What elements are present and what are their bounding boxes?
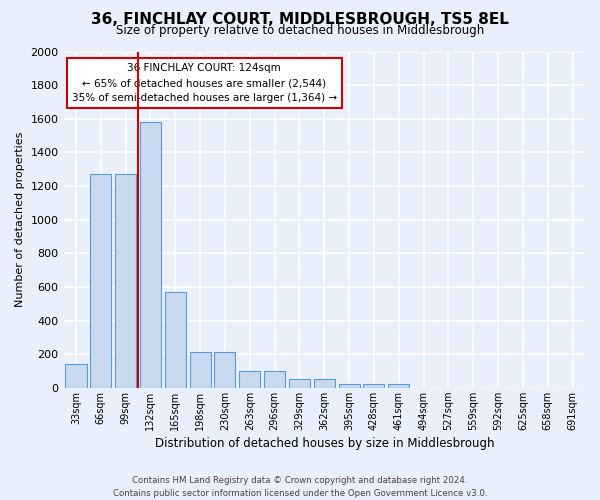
Y-axis label: Number of detached properties: Number of detached properties bbox=[15, 132, 25, 308]
Text: Contains HM Land Registry data © Crown copyright and database right 2024.
Contai: Contains HM Land Registry data © Crown c… bbox=[113, 476, 487, 498]
Bar bbox=[90, 174, 112, 388]
Bar bbox=[65, 364, 86, 388]
Bar bbox=[388, 384, 409, 388]
Bar bbox=[165, 292, 186, 388]
Bar bbox=[140, 122, 161, 388]
Bar bbox=[338, 384, 359, 388]
Bar bbox=[214, 352, 235, 388]
Bar bbox=[239, 371, 260, 388]
Bar bbox=[364, 384, 385, 388]
Text: 36, FINCHLAY COURT, MIDDLESBROUGH, TS5 8EL: 36, FINCHLAY COURT, MIDDLESBROUGH, TS5 8… bbox=[91, 12, 509, 28]
Bar bbox=[190, 352, 211, 388]
Text: 36 FINCHLAY COURT: 124sqm
← 65% of detached houses are smaller (2,544)
35% of se: 36 FINCHLAY COURT: 124sqm ← 65% of detac… bbox=[72, 64, 337, 103]
Text: Size of property relative to detached houses in Middlesbrough: Size of property relative to detached ho… bbox=[116, 24, 484, 37]
Bar bbox=[115, 174, 136, 388]
Bar bbox=[314, 380, 335, 388]
Bar bbox=[289, 380, 310, 388]
X-axis label: Distribution of detached houses by size in Middlesbrough: Distribution of detached houses by size … bbox=[155, 437, 494, 450]
Bar bbox=[264, 371, 285, 388]
